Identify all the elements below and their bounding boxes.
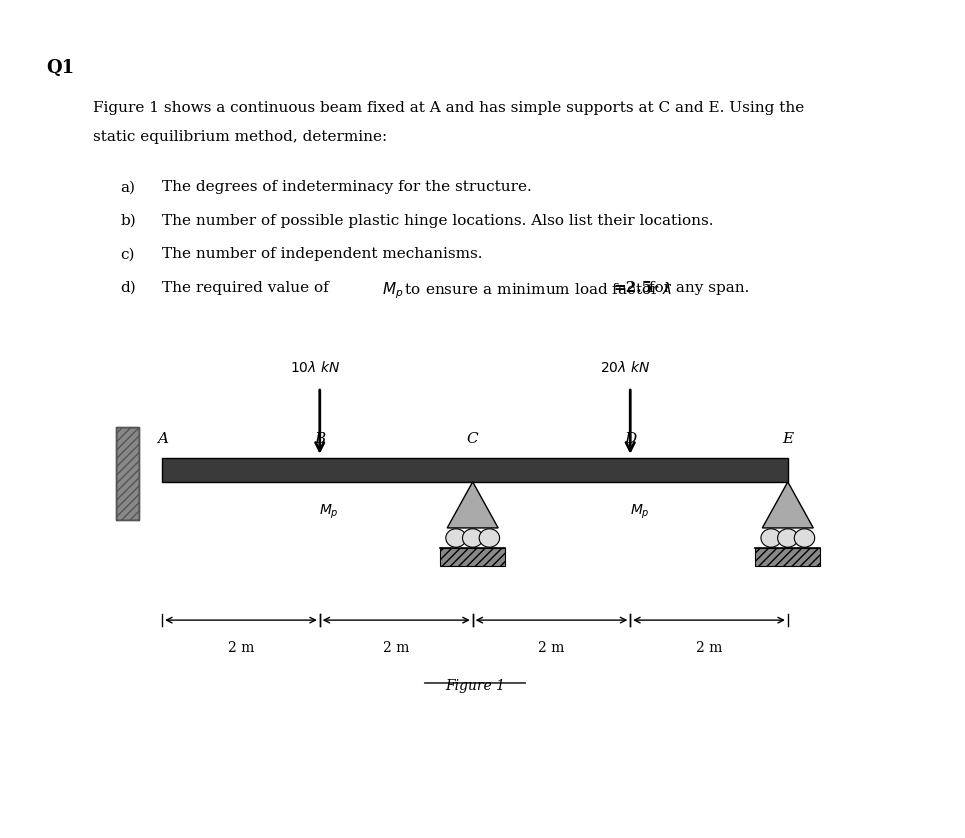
Text: The number of possible plastic hinge locations. Also list their locations.: The number of possible plastic hinge loc… bbox=[162, 214, 714, 228]
Text: D: D bbox=[624, 432, 636, 446]
Text: 2 m: 2 m bbox=[228, 641, 254, 655]
Text: =2.5: =2.5 bbox=[614, 281, 652, 295]
Text: 2 m: 2 m bbox=[383, 641, 409, 655]
Text: 2 m: 2 m bbox=[696, 641, 722, 655]
FancyBboxPatch shape bbox=[756, 548, 820, 566]
Polygon shape bbox=[762, 482, 813, 528]
Circle shape bbox=[761, 529, 782, 547]
Text: $M_p$: $M_p$ bbox=[382, 281, 403, 302]
Text: The degrees of indeterminacy for the structure.: The degrees of indeterminacy for the str… bbox=[162, 180, 532, 194]
Text: The required value of: The required value of bbox=[162, 281, 334, 295]
Text: Figure 1 shows a continuous beam fixed at A and has simple supports at C and E. : Figure 1 shows a continuous beam fixed a… bbox=[93, 101, 804, 115]
Text: a): a) bbox=[121, 180, 135, 194]
FancyBboxPatch shape bbox=[162, 458, 787, 482]
Text: static equilibrium method, determine:: static equilibrium method, determine: bbox=[93, 130, 387, 144]
Text: E: E bbox=[783, 432, 793, 446]
Text: d): d) bbox=[121, 281, 136, 295]
Text: c): c) bbox=[121, 247, 135, 261]
Circle shape bbox=[446, 529, 466, 547]
Text: $20\lambda$ $kN$: $20\lambda$ $kN$ bbox=[600, 360, 650, 375]
Text: for any span.: for any span. bbox=[645, 281, 750, 295]
Text: The number of independent mechanisms.: The number of independent mechanisms. bbox=[162, 247, 482, 261]
Circle shape bbox=[480, 529, 500, 547]
Text: $M_p$: $M_p$ bbox=[629, 503, 649, 521]
FancyBboxPatch shape bbox=[440, 548, 505, 566]
Circle shape bbox=[794, 529, 814, 547]
Text: 2 m: 2 m bbox=[538, 641, 565, 655]
Text: A: A bbox=[156, 432, 168, 446]
FancyBboxPatch shape bbox=[116, 427, 139, 520]
Text: B: B bbox=[315, 432, 325, 446]
Text: b): b) bbox=[121, 214, 136, 228]
Text: $M_p$: $M_p$ bbox=[319, 503, 339, 521]
Circle shape bbox=[462, 529, 482, 547]
Text: Figure 1: Figure 1 bbox=[446, 679, 506, 693]
Text: Q1: Q1 bbox=[46, 59, 74, 76]
Text: C: C bbox=[467, 432, 479, 446]
Text: $10\lambda$ $kN$: $10\lambda$ $kN$ bbox=[290, 360, 341, 375]
Polygon shape bbox=[447, 482, 498, 528]
Text: to ensure a minimum load factor $\lambda$: to ensure a minimum load factor $\lambda… bbox=[400, 281, 673, 297]
Circle shape bbox=[778, 529, 798, 547]
